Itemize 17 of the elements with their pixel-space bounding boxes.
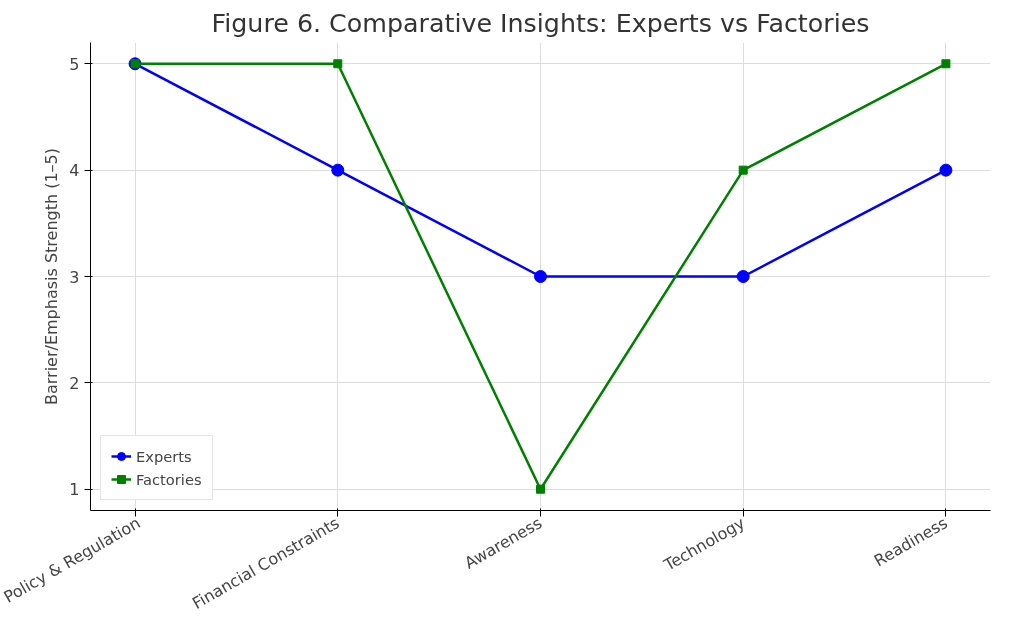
point [941,59,951,69]
legend-label: Factories [136,470,202,488]
point [738,165,748,175]
point [939,163,953,177]
y-tick-label: 2 [69,373,80,393]
y-axis-title: Barrier/Emphasis Strength (1–5) [42,147,62,406]
point [536,484,545,494]
point [333,59,343,69]
y-tick-label: 5 [69,54,80,74]
y-tick-label: 4 [69,161,80,181]
point [736,270,750,283]
legend-label: Experts [136,447,192,465]
point [534,270,547,283]
point [331,163,345,177]
y-tick-label: 3 [69,267,80,287]
y-tick-label: 1 [69,480,80,500]
chart-title: Figure 6. Comparative Insights: Experts vs Factories [211,7,870,38]
